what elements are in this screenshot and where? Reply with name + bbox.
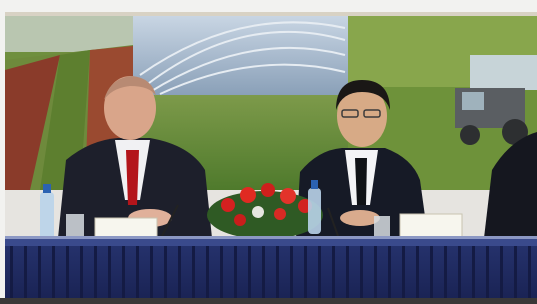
glass	[374, 216, 390, 238]
photo	[0, 0, 537, 304]
table	[5, 236, 537, 298]
page: (() => { const data = JSON.parse(documen…	[0, 0, 537, 304]
glass	[66, 214, 84, 238]
floor	[0, 298, 537, 304]
